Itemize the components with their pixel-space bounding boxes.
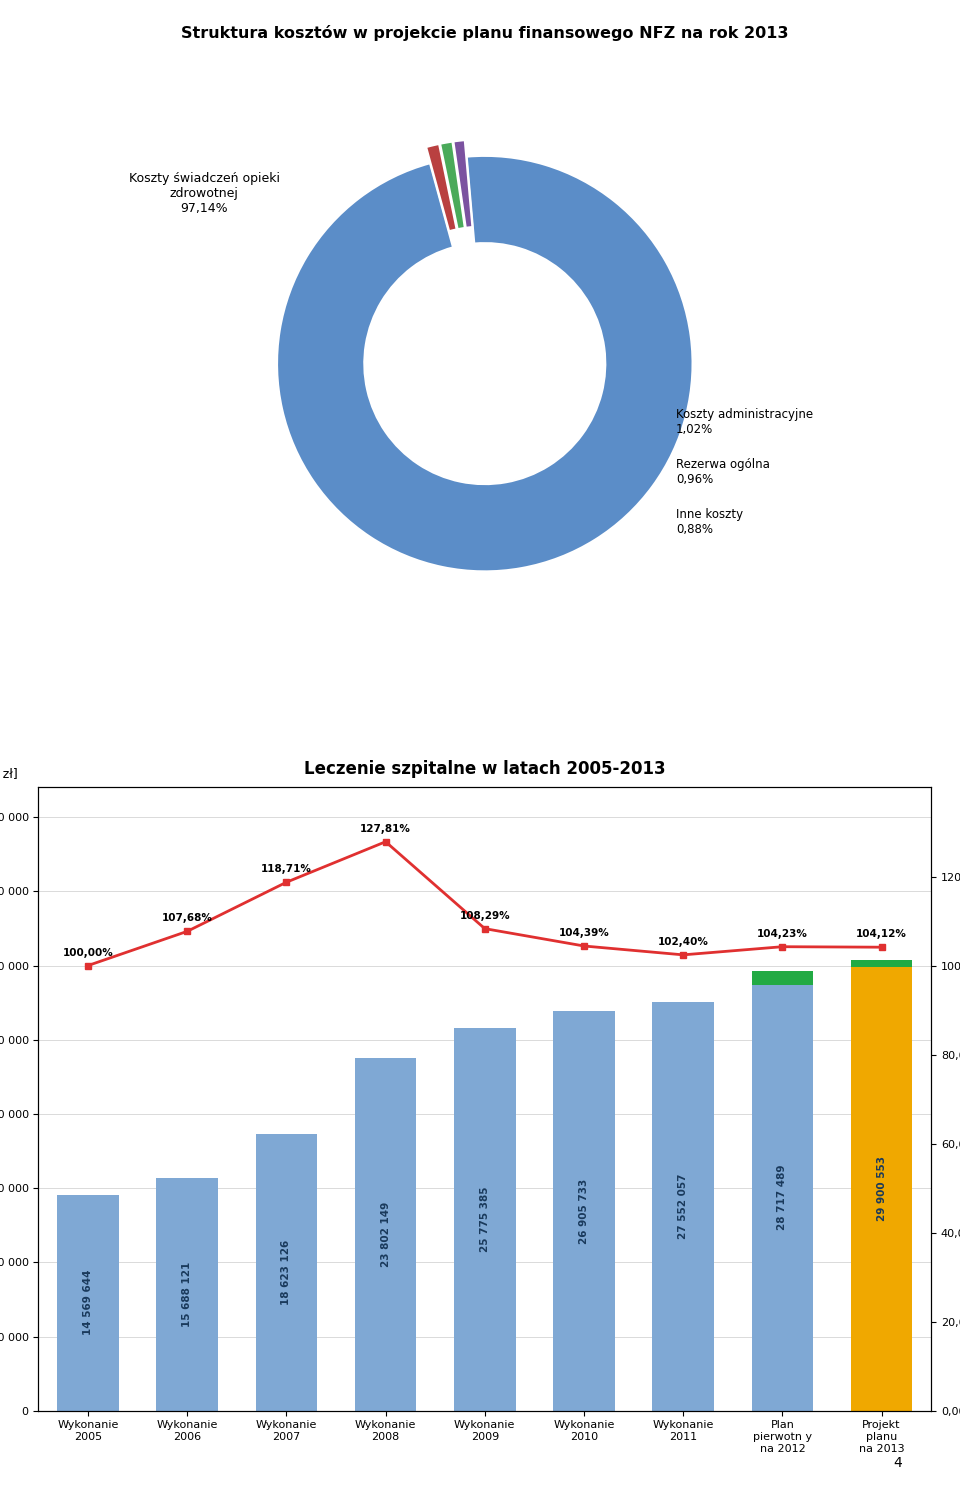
Title: Leczenie szpitalne w latach 2005-2013: Leczenie szpitalne w latach 2005-2013 [304, 759, 665, 778]
Bar [553, 1011, 614, 1411]
Bar [355, 1057, 417, 1411]
Bar [58, 1194, 119, 1411]
Text: 18 623 126: 18 623 126 [281, 1240, 292, 1305]
Wedge shape [277, 156, 692, 572]
Text: 100,00%: 100,00% [62, 947, 113, 958]
Text: 29 900 553: 29 900 553 [876, 1157, 887, 1221]
Wedge shape [453, 140, 472, 227]
Title: Struktura kosztów w projekcie planu finansowego NFZ na rok 2013: Struktura kosztów w projekcie planu fina… [181, 25, 788, 42]
Text: 108,29%: 108,29% [460, 910, 510, 921]
Bar [851, 967, 912, 1411]
Wedge shape [426, 144, 457, 232]
Text: Rezerwa ogólna
0,96%: Rezerwa ogólna 0,96% [676, 457, 770, 486]
Text: 23 802 149: 23 802 149 [380, 1201, 391, 1267]
Bar [156, 1178, 218, 1411]
Bar [653, 1002, 714, 1411]
Text: 15 688 121: 15 688 121 [182, 1262, 192, 1328]
Text: 14 569 644: 14 569 644 [83, 1270, 93, 1335]
Text: 107,68%: 107,68% [162, 913, 212, 924]
Bar [255, 1135, 317, 1411]
Text: 104,23%: 104,23% [757, 928, 807, 939]
Text: 28 717 489: 28 717 489 [778, 1164, 787, 1231]
Text: 4: 4 [894, 1457, 902, 1470]
Bar [752, 971, 813, 985]
Text: [tys. zł]: [tys. zł] [0, 768, 18, 781]
Text: 104,39%: 104,39% [559, 928, 610, 939]
Text: Koszty administracyjne
1,02%: Koszty administracyjne 1,02% [676, 408, 813, 435]
Text: Koszty świadczeń opieki
zdrowotnej
97,14%: Koszty świadczeń opieki zdrowotnej 97,14… [129, 172, 279, 215]
Text: 25 775 385: 25 775 385 [480, 1187, 490, 1252]
Wedge shape [440, 141, 465, 229]
Bar [752, 985, 813, 1411]
Text: 26 905 733: 26 905 733 [579, 1179, 589, 1244]
Text: Inne koszty
0,88%: Inne koszty 0,88% [676, 508, 743, 536]
Text: 127,81%: 127,81% [360, 824, 411, 833]
Text: 118,71%: 118,71% [261, 864, 312, 875]
Text: 102,40%: 102,40% [658, 937, 708, 947]
Text: 104,12%: 104,12% [856, 930, 907, 939]
Bar [851, 959, 912, 967]
Bar [454, 1028, 516, 1411]
Text: 27 552 057: 27 552 057 [678, 1173, 688, 1238]
